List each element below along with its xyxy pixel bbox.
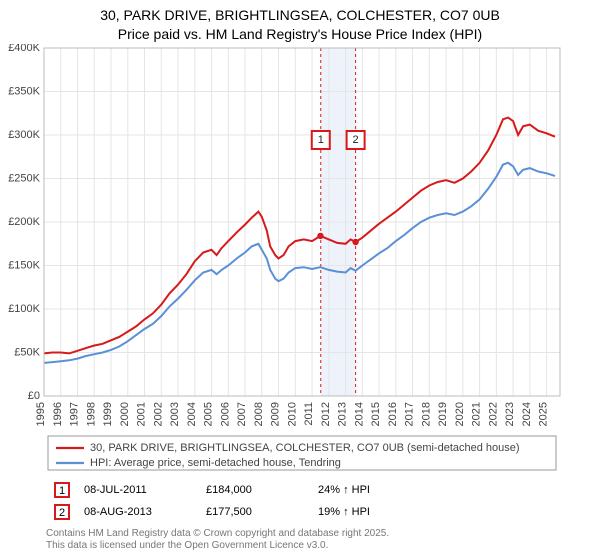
y-tick-label: £350K [8,85,40,97]
event-row-marker: 2 [54,504,70,520]
x-tick-label: 2019 [437,402,449,426]
event-date: 08-AUG-2013 [78,502,198,522]
x-tick-label: 2024 [521,402,533,426]
y-tick-label: £150K [8,259,40,271]
footer-note: Contains HM Land Registry data © Crown c… [46,528,592,553]
series-price_paid [44,117,555,353]
x-tick-label: 2001 [136,402,148,426]
x-tick-label: 2011 [303,402,315,426]
x-tick-label: 2023 [504,402,516,426]
x-tick-label: 2018 [420,402,432,426]
x-tick-label: 2004 [186,402,198,426]
event-delta: 24% ↑ HPI [312,480,376,500]
x-tick-label: 1996 [52,402,64,426]
x-tick-label: 2022 [487,402,499,426]
x-tick-label: 2020 [454,402,466,426]
event-row: 1 08-JUL-2011£184,00024% ↑ HPI [48,480,376,500]
series-hpi [44,163,555,363]
event-row: 2 08-AUG-2013£177,50019% ↑ HPI [48,502,376,522]
x-tick-label: 2016 [387,402,399,426]
x-tick-label: 2003 [169,402,181,426]
footer-line-1: Contains HM Land Registry data © Crown c… [46,528,592,541]
title-line-1: 30, PARK DRIVE, BRIGHTLINGSEA, COLCHESTE… [8,6,592,25]
x-tick-label: 2009 [270,402,282,426]
y-tick-label: £100K [8,303,40,315]
title-line-2: Price paid vs. HM Land Registry's House … [8,25,592,44]
y-tick-label: £200K [8,216,40,228]
chart: £0 £50K £100K £150K £200K £250K £300K £350K £400… [8,44,592,474]
series-marker [352,239,358,245]
legend-label: 30, PARK DRIVE, BRIGHTLINGSEA, COLCHESTE… [90,442,520,454]
event-date: 08-JUL-2011 [78,480,198,500]
x-tick-label: 2015 [370,402,382,426]
x-tick-label: 2007 [236,402,248,426]
x-tick-label: 1999 [102,402,114,426]
x-tick-label: 1998 [85,402,97,426]
footer-line-2: This data is licensed under the Open Gov… [46,540,592,553]
x-tick-label: 2021 [471,402,483,426]
event-row-marker: 1 [54,482,70,498]
event-marker-num: 2 [353,134,359,146]
x-tick-label: 1997 [69,402,81,426]
x-tick-label: 1995 [35,402,47,426]
x-tick-label: 2017 [404,402,416,426]
legend-label: HPI: Average price, semi-detached house,… [90,457,341,469]
x-tick-label: 2010 [286,402,298,426]
x-tick-label: 2002 [152,402,164,426]
y-tick-label: £50K [14,346,40,358]
x-tick-label: 2014 [353,402,365,426]
y-tick-label: £300K [8,129,40,141]
event-delta: 19% ↑ HPI [312,502,376,522]
y-tick-label: £0 [28,390,40,402]
y-tick-label: £250K [8,172,40,184]
x-tick-label: 2006 [219,402,231,426]
y-tick-label: £400K [8,44,40,54]
x-tick-label: 2025 [538,402,550,426]
series-marker [317,233,323,239]
chart-title: 30, PARK DRIVE, BRIGHTLINGSEA, COLCHESTE… [8,6,592,44]
x-tick-label: 2012 [320,402,332,426]
event-price: £177,500 [200,502,310,522]
x-tick-label: 2013 [337,402,349,426]
event-price: £184,000 [200,480,310,500]
x-tick-label: 2000 [119,402,131,426]
events-table: 1 08-JUL-2011£184,00024% ↑ HPI 2 08-AUG-201… [46,478,378,524]
x-tick-label: 2008 [253,402,265,426]
x-tick-label: 2005 [203,402,215,426]
event-marker-num: 1 [318,134,324,146]
